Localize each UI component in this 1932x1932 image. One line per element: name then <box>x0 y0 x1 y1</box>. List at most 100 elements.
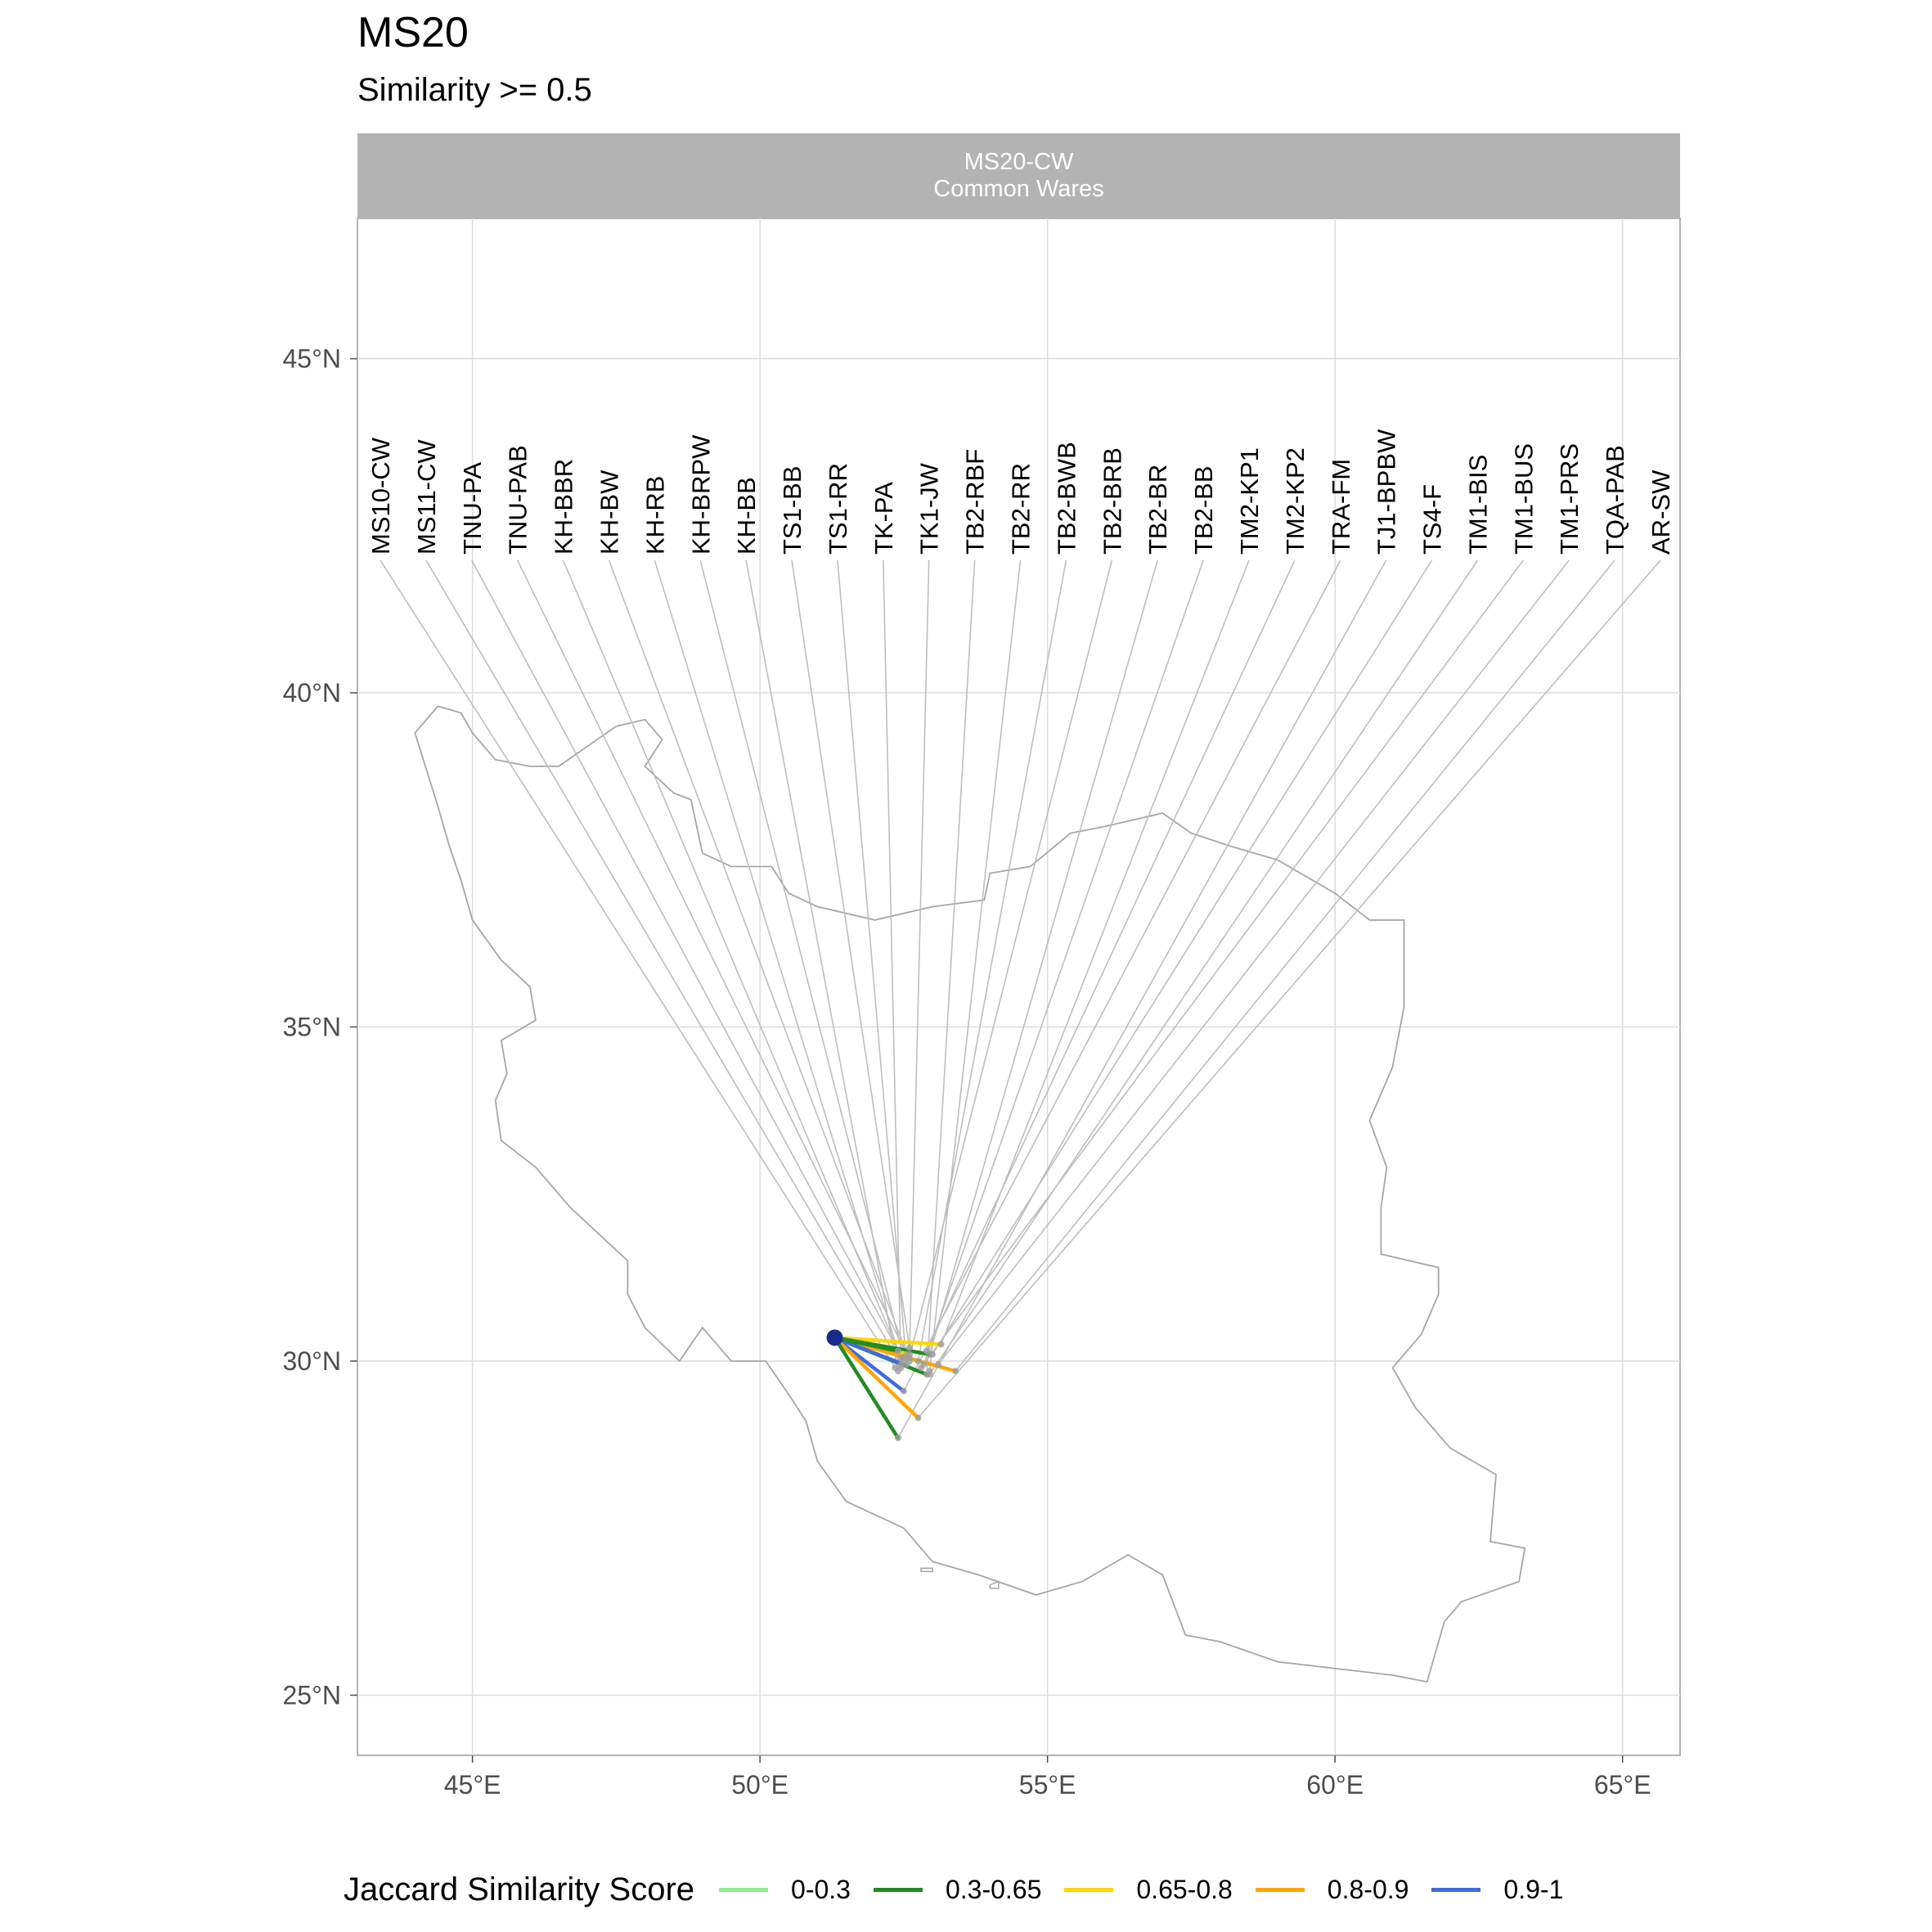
site-label: TNU-PA <box>458 462 487 555</box>
legend-item-0.65-0.8: 0.65-0.8 <box>1064 1874 1233 1905</box>
page-subtitle: Similarity >= 0.5 <box>357 72 592 108</box>
site-point <box>903 1361 910 1368</box>
legend-label: 0.8-0.9 <box>1327 1874 1409 1904</box>
site-label: TRA-FM <box>1327 459 1355 555</box>
site-label: TS1-BB <box>778 465 806 555</box>
leader-line <box>928 559 1479 1375</box>
leader-line <box>380 559 896 1368</box>
similarity-line <box>833 1336 920 1420</box>
site-label: TM2-KP1 <box>1235 447 1264 555</box>
x-tick-label: 50°E <box>731 1770 789 1799</box>
site-label: TQA-PAB <box>1601 445 1629 555</box>
site-label: MS11-CW <box>412 439 441 555</box>
panel-border <box>357 218 1681 1756</box>
leader-line <box>745 559 899 1372</box>
site-label: TB2-BWB <box>1052 442 1081 555</box>
y-tick-label: 35°N <box>283 1013 342 1042</box>
x-tick-label: 60°E <box>1306 1770 1364 1799</box>
y-tick-label: 30°N <box>283 1346 342 1376</box>
legend-label: 0.65-0.8 <box>1136 1874 1233 1904</box>
leader-line <box>940 559 1250 1345</box>
site-point <box>900 1387 907 1395</box>
legend-item-0-0.3: 0-0.3 <box>719 1875 851 1905</box>
site-label: TS4-F <box>1418 484 1447 555</box>
site-point <box>897 1364 905 1372</box>
site-label: TS1-RR <box>824 463 852 555</box>
site-point <box>952 1368 959 1375</box>
site-label: KH-BW <box>595 470 623 555</box>
leader-line <box>917 559 1067 1362</box>
x-tick-label: 45°E <box>444 1770 501 1799</box>
leader-line <box>932 559 1433 1355</box>
legend-title: Jaccard Similarity Score <box>344 1871 695 1907</box>
legend-item-0.8-0.9: 0.8-0.9 <box>1255 1874 1409 1905</box>
similarity-line <box>833 1336 901 1440</box>
facet-label-name: Common Wares <box>933 176 1104 202</box>
legend-key-0.9-1 <box>1431 1887 1481 1892</box>
similarity-line <box>833 1336 901 1353</box>
site-label: TM1-BIS <box>1463 455 1492 555</box>
legend-key-0.65-0.8 <box>1064 1887 1114 1892</box>
legend-key-0.8-0.9 <box>1255 1887 1305 1892</box>
site-point <box>905 1344 913 1351</box>
site-label: KH-RB <box>640 476 669 555</box>
site-label: KH-BBR <box>550 459 578 555</box>
island-outline <box>989 1580 1000 1589</box>
site-point <box>900 1354 907 1361</box>
origin-point <box>826 1329 843 1346</box>
leader-line <box>837 559 908 1365</box>
site-label: TB2-BB <box>1189 465 1218 555</box>
legend-label: 0-0.3 <box>791 1874 851 1904</box>
site-point <box>926 1371 933 1378</box>
leader-line <box>654 559 899 1351</box>
leader-line <box>897 559 1387 1439</box>
leader-line <box>903 559 1341 1392</box>
site-label: TK-PA <box>869 482 898 555</box>
site-label: TJ1-BPBW <box>1373 429 1401 555</box>
leader-line <box>791 559 910 1348</box>
y-tick-label: 25°N <box>283 1680 342 1710</box>
leader-line <box>516 559 908 1355</box>
y-tick-label: 40°N <box>283 678 342 708</box>
site-label: AR-SW <box>1647 470 1675 555</box>
site-point <box>929 1350 937 1358</box>
facet-label-code: MS20-CW <box>964 149 1074 175</box>
leader-line <box>928 559 1022 1372</box>
site-label: TM1-BUS <box>1509 443 1538 555</box>
site-label: TM1-PRS <box>1555 443 1584 555</box>
legend-item-0.9-1: 0.9-1 <box>1431 1875 1563 1905</box>
legend-key-0-0.3 <box>719 1887 769 1892</box>
legend-key-0.3-0.65 <box>873 1887 923 1892</box>
leader-line <box>926 559 1296 1352</box>
leader-line <box>425 559 902 1365</box>
similarity-line <box>833 1336 906 1367</box>
leader-line <box>909 559 1113 1359</box>
site-point <box>914 1357 922 1364</box>
legend-item-0.3-0.65: 0.3-0.65 <box>873 1874 1042 1905</box>
site-point <box>935 1361 942 1368</box>
site-label: TK1-JW <box>915 462 944 555</box>
leader-line <box>923 559 1204 1365</box>
site-label: KH-BB <box>732 477 761 555</box>
leader-line <box>562 559 902 1359</box>
site-point <box>917 1364 924 1372</box>
leader-line <box>917 559 1661 1418</box>
island-outline <box>920 1567 933 1573</box>
legend-label: 0.9-1 <box>1503 1874 1564 1904</box>
legend-label: 0.3-0.65 <box>945 1874 1042 1904</box>
leader-line <box>909 559 930 1355</box>
leader-line <box>928 559 1158 1355</box>
site-point <box>914 1414 922 1422</box>
site-label: TB2-BRB <box>1098 447 1126 555</box>
y-tick-label: 45°N <box>283 344 342 374</box>
site-point <box>894 1434 901 1441</box>
site-label: MS10-CW <box>366 437 395 555</box>
site-point <box>894 1347 901 1355</box>
site-point <box>905 1354 913 1361</box>
leader-line <box>883 559 902 1368</box>
leader-line <box>955 559 1615 1372</box>
leader-line <box>920 559 1524 1368</box>
leader-line <box>937 559 1570 1365</box>
site-label: TM2-KP2 <box>1281 447 1310 555</box>
